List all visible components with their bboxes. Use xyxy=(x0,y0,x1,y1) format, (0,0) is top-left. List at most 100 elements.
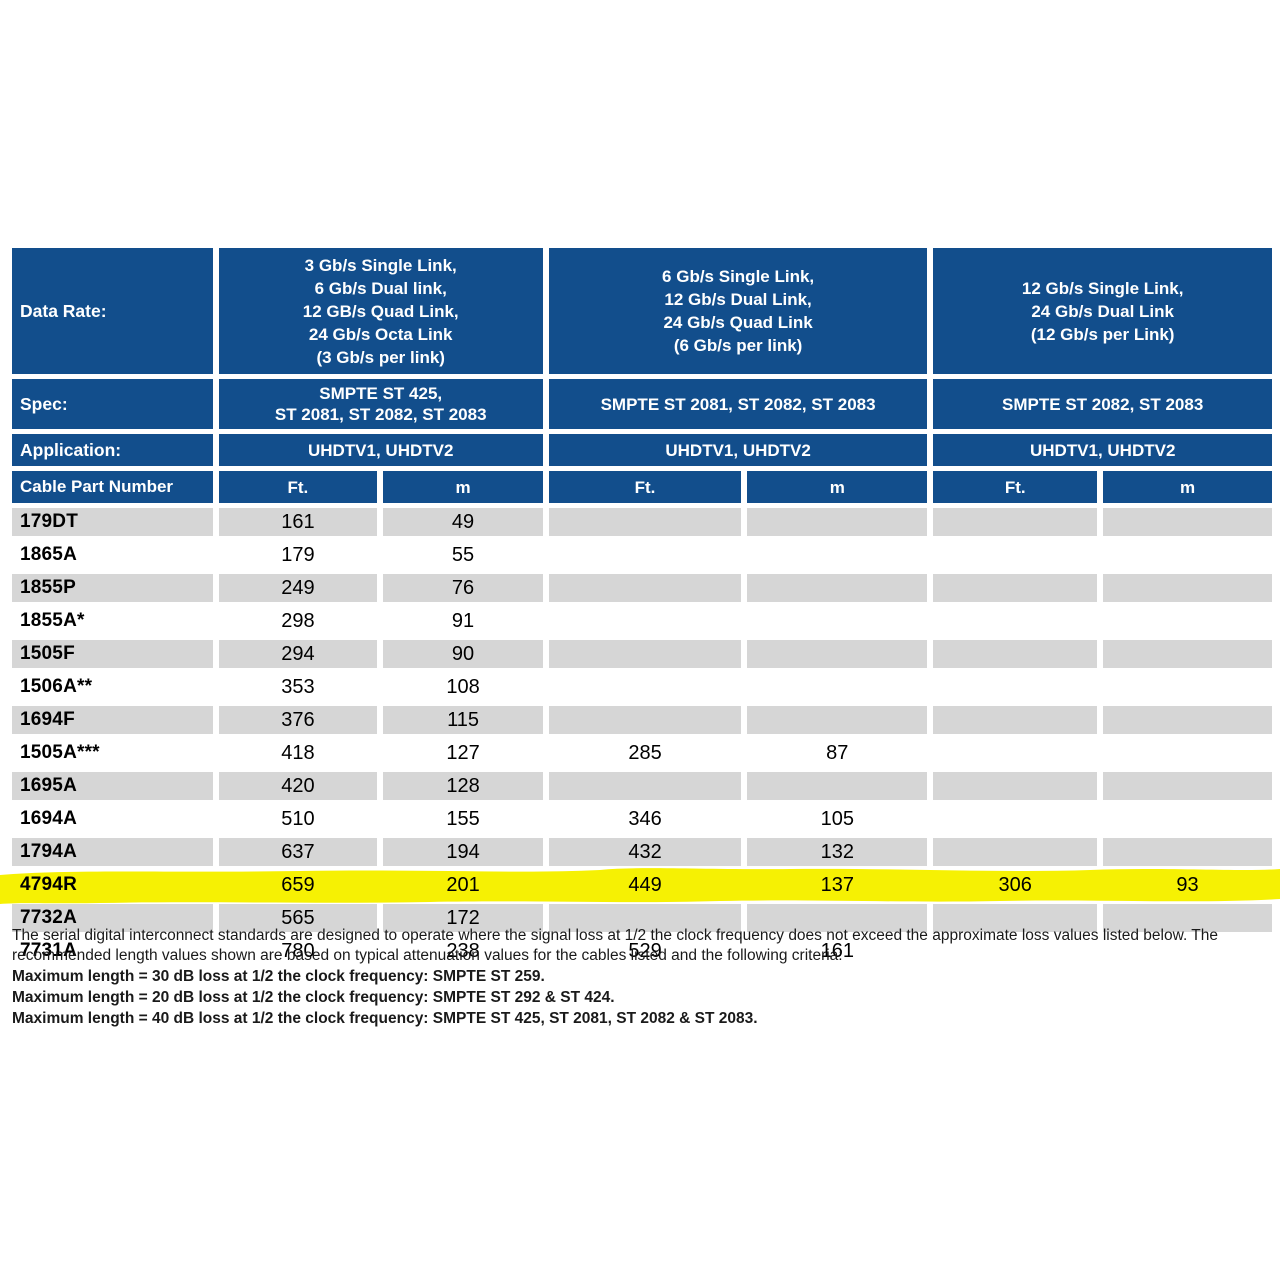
value-cell xyxy=(548,607,742,635)
m-header-2: m xyxy=(747,471,928,503)
cable-part-number: 1794A xyxy=(12,838,213,866)
value-cell xyxy=(548,904,742,932)
table-row: 1865A 179 55 xyxy=(12,541,1272,569)
value-cell xyxy=(933,607,1098,635)
value-cell xyxy=(548,640,742,668)
table-row: 1505A*** 418 127 285 87 xyxy=(12,739,1272,767)
value-cell: 132 xyxy=(747,838,928,866)
value-cell: 137 xyxy=(820,873,854,896)
value-cell xyxy=(1103,739,1272,767)
value-cell: 285 xyxy=(548,739,742,767)
value-cell: 376 xyxy=(218,706,378,734)
value-cell xyxy=(933,508,1098,536)
value-cell xyxy=(933,805,1098,833)
value-cell xyxy=(1103,937,1272,965)
value-cell: 128 xyxy=(383,772,543,800)
application-group-1: UHDTV1, UHDTV2 xyxy=(218,434,543,466)
ft-header-3: Ft. xyxy=(933,471,1098,503)
value-cell: 637 xyxy=(218,838,378,866)
cable-part-number: 1506A** xyxy=(12,673,213,701)
value-cell xyxy=(933,640,1098,668)
value-cell: 127 xyxy=(383,739,543,767)
data-rate-group-2: 6 Gb/s Single Link, 12 Gb/s Dual Link, 2… xyxy=(548,248,928,374)
value-cell: 87 xyxy=(747,739,928,767)
value-cell xyxy=(1103,541,1272,569)
value-cell: 49 xyxy=(383,508,543,536)
value-cell: 179 xyxy=(218,541,378,569)
ft-header-2: Ft. xyxy=(548,471,742,503)
value-cell: 298 xyxy=(218,607,378,635)
table-row: 7732A 565 172 xyxy=(12,904,1272,932)
application-label: Application: xyxy=(12,434,213,466)
table-row: 1855P 249 76 xyxy=(12,574,1272,602)
value-cell xyxy=(548,706,742,734)
table-row: 1855A* 298 91 xyxy=(12,607,1272,635)
value-cell: 418 xyxy=(218,739,378,767)
value-cell xyxy=(747,508,928,536)
cable-table-body: 179DT 161 49 1865A 179 55 1855P 249 76 1… xyxy=(12,508,1272,965)
value-cell xyxy=(933,673,1098,701)
data-rate-label: Data Rate: xyxy=(12,248,213,374)
spec-group-3: SMPTE ST 2082, ST 2083 xyxy=(933,379,1272,429)
value-cell xyxy=(1103,904,1272,932)
spec-group-2: SMPTE ST 2081, ST 2082, ST 2083 xyxy=(548,379,928,429)
value-cell: 161 xyxy=(747,937,928,965)
value-cell xyxy=(933,706,1098,734)
value-cell xyxy=(1103,607,1272,635)
table-row: 1694A 510 155 346 105 xyxy=(12,805,1272,833)
application-row: Application: UHDTV1, UHDTV2 UHDTV1, UHDT… xyxy=(12,434,1272,466)
value-cell xyxy=(747,673,928,701)
value-cell: 155 xyxy=(383,805,543,833)
footnote-intro: The serial digital interconnect standard… xyxy=(12,927,1218,964)
value-cell: 449 xyxy=(628,873,662,896)
cable-part-number: 4794R xyxy=(20,874,77,895)
value-cell xyxy=(933,772,1098,800)
cable-part-number: 1695A xyxy=(12,772,213,800)
value-cell xyxy=(1103,574,1272,602)
value-cell xyxy=(1103,772,1272,800)
value-cell xyxy=(933,541,1098,569)
column-header-row: Cable Part Number Ft. m Ft. m Ft. m xyxy=(12,471,1272,503)
data-rate-row: Data Rate: 3 Gb/s Single Link, 6 Gb/s Du… xyxy=(12,248,1272,374)
spec-label: Spec: xyxy=(12,379,213,429)
value-cell xyxy=(548,574,742,602)
value-cell xyxy=(747,574,928,602)
spec-group-1: SMPTE ST 425, ST 2081, ST 2082, ST 2083 xyxy=(218,379,543,429)
value-cell: 105 xyxy=(747,805,928,833)
application-group-2: UHDTV1, UHDTV2 xyxy=(548,434,928,466)
table-row: 1794A 637 194 432 132 xyxy=(12,838,1272,866)
footnote-criteria-2: Maximum length = 20 dB loss at 1/2 the c… xyxy=(12,988,615,1006)
table-row: 7731A 780 238 529 161 xyxy=(12,937,1272,965)
table-row: 1506A** 353 108 xyxy=(12,673,1272,701)
value-cell: 115 xyxy=(383,706,543,734)
cable-length-table: Data Rate: 3 Gb/s Single Link, 6 Gb/s Du… xyxy=(6,243,1278,970)
value-cell: 249 xyxy=(218,574,378,602)
value-cell: 353 xyxy=(218,673,378,701)
cable-part-number: 1505A*** xyxy=(12,739,213,767)
cable-part-number: 179DT xyxy=(12,508,213,536)
cable-part-number: 7732A xyxy=(12,904,213,932)
value-cell: 194 xyxy=(383,838,543,866)
value-cell xyxy=(933,937,1098,965)
value-cell: 346 xyxy=(548,805,742,833)
value-cell: 420 xyxy=(218,772,378,800)
application-group-3: UHDTV1, UHDTV2 xyxy=(933,434,1272,466)
value-cell xyxy=(747,541,928,569)
cable-part-number-header: Cable Part Number xyxy=(12,471,213,503)
data-rate-group-1: 3 Gb/s Single Link, 6 Gb/s Dual link, 12… xyxy=(218,248,543,374)
ft-header-1: Ft. xyxy=(218,471,378,503)
value-cell xyxy=(548,673,742,701)
spec-row: Spec: SMPTE ST 425, ST 2081, ST 2082, ST… xyxy=(12,379,1272,429)
value-cell: 55 xyxy=(383,541,543,569)
m-header-3: m xyxy=(1103,471,1272,503)
value-cell xyxy=(1103,640,1272,668)
value-cell: 780 xyxy=(218,937,378,965)
value-cell xyxy=(548,541,742,569)
value-cell: 432 xyxy=(548,838,742,866)
value-cell: 91 xyxy=(383,607,543,635)
table-row: 1695A 420 128 xyxy=(12,772,1272,800)
cable-part-number: 7731A xyxy=(12,937,213,965)
cable-part-number: 1505F xyxy=(12,640,213,668)
cable-part-number: 1855P xyxy=(12,574,213,602)
